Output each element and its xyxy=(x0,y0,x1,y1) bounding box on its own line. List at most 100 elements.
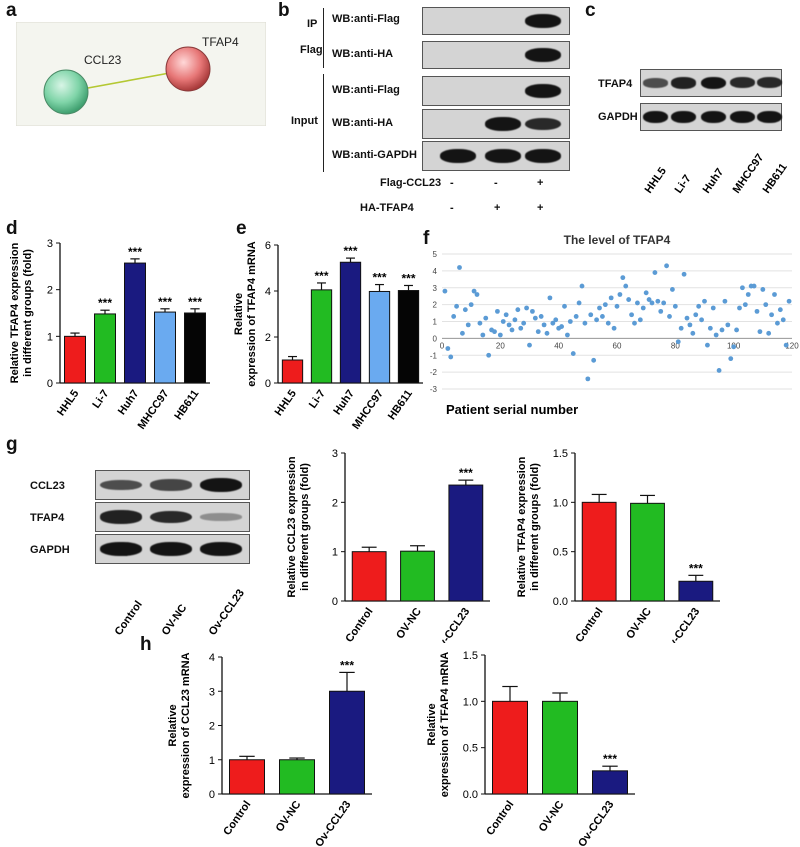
blot-g-lane: Control xyxy=(113,599,145,638)
scatter-point xyxy=(585,376,591,382)
y-axis-label: in different groups (fold) xyxy=(299,463,311,591)
y-tick-label: 3 xyxy=(47,238,53,250)
x-tick-label: Ov-CCL23 xyxy=(432,606,472,643)
blot-strip xyxy=(95,502,250,532)
y-tick-label: 0 xyxy=(47,378,53,390)
blot-band xyxy=(642,111,668,123)
scatter-point xyxy=(591,357,597,363)
y-tick-label: 3 xyxy=(209,686,215,698)
y-tick-label: 0 xyxy=(265,378,271,390)
x-tick-label: Control xyxy=(573,606,605,643)
y-tick-label: 4 xyxy=(433,267,438,276)
scatter-point xyxy=(713,332,719,338)
scatter-point xyxy=(588,312,594,318)
scatter-point xyxy=(600,314,605,319)
x-tick-label: Ov-CCL23 xyxy=(576,799,616,847)
blot-strip xyxy=(95,470,250,500)
blot-band xyxy=(440,149,476,163)
scatter-point xyxy=(699,317,704,323)
coip-row-label: WB:anti-GAPDH xyxy=(332,149,417,161)
x-tick-label: OV-NC xyxy=(537,799,567,834)
scatter-point xyxy=(448,354,454,360)
scatter-point xyxy=(579,283,585,289)
x-tick-label: Control xyxy=(221,799,253,838)
bar xyxy=(542,700,578,795)
blot-band xyxy=(756,77,782,89)
x-tick-label: Control xyxy=(343,606,375,643)
blot-c-lane-labels: HHL5 Li-7 Huh7 MHCC97 HB611 xyxy=(643,152,790,196)
blot-band xyxy=(100,479,142,491)
panel-letter-e: e xyxy=(236,218,247,239)
scatter-point xyxy=(506,322,512,328)
scatter-point xyxy=(471,288,477,294)
panel-letter-f: f xyxy=(423,228,430,249)
scatter-point xyxy=(614,303,620,309)
y-axis-label: in different groups (fold) xyxy=(22,249,34,377)
scatter-point xyxy=(462,307,468,313)
scatter-point xyxy=(751,283,757,289)
chart-d: 0 1 2 3 Relative TFAP4 expression in differen… xyxy=(9,238,210,430)
scatter-point xyxy=(457,265,462,270)
y-tick-label: 1 xyxy=(47,331,53,343)
scatter-point xyxy=(760,287,766,292)
significance-mark: *** xyxy=(340,658,354,672)
scatter-point xyxy=(608,295,614,301)
y-axis-label: Relative xyxy=(233,293,245,335)
scatter-point xyxy=(541,322,547,328)
y-tick-label: 0 xyxy=(332,596,338,608)
x-tick-label: 80 xyxy=(671,341,680,350)
scatter-point xyxy=(745,292,751,297)
bar xyxy=(124,262,146,384)
scatter-point xyxy=(570,351,576,356)
y-tick-label: 1 xyxy=(433,318,438,327)
scatter-point xyxy=(509,327,515,333)
blot-band xyxy=(150,510,192,524)
chart-g3: 0.0 0.5 1.0 1.5 Relative TFAP4 expression in … xyxy=(516,448,720,643)
scatter-point xyxy=(652,270,658,275)
scatter-point xyxy=(696,303,702,309)
scatter-point xyxy=(690,330,696,336)
scatter-point xyxy=(594,317,599,323)
scatter-point xyxy=(742,302,748,308)
scatter-point xyxy=(562,303,567,309)
y-tick-label: 1.0 xyxy=(463,696,478,708)
blot-band xyxy=(525,14,561,28)
scatter-point xyxy=(538,314,544,319)
y-axis-label: Relative TFAP4 expression xyxy=(9,242,21,383)
x-tick-label: HHL5 xyxy=(55,388,81,418)
blot-band xyxy=(642,78,668,88)
bar xyxy=(329,690,365,795)
chart-e: 0 2 4 6 Relative expression of TFAP4 mRNA HHL5… xyxy=(233,240,423,430)
blot-g-row-label: GAPDH xyxy=(30,544,70,556)
scatter-point xyxy=(786,298,792,304)
bar xyxy=(154,311,176,384)
blot-strip xyxy=(422,141,570,171)
y-axis-label: Relative xyxy=(167,704,179,746)
y-axis-label: Relative xyxy=(426,703,438,745)
x-tick-label: OV-NC xyxy=(274,799,304,834)
bar xyxy=(281,359,304,384)
significance-mark: *** xyxy=(401,271,415,285)
blot-g-lane-labels: Control OV-NC Ov-CCL23 xyxy=(113,587,247,638)
x-tick-label: 60 xyxy=(613,341,622,350)
scatter-point xyxy=(710,305,716,311)
scatter-point xyxy=(550,320,556,326)
scatter-point xyxy=(573,314,579,319)
scatter-point xyxy=(725,322,731,328)
coip-sign: + xyxy=(537,202,544,214)
significance-mark: *** xyxy=(459,466,473,480)
x-tick-label: MHCC97 xyxy=(136,388,172,430)
y-tick-label: 0 xyxy=(209,789,215,801)
y-axis-label: Relative TFAP4 expression xyxy=(516,456,528,597)
coip-flag-label: Flag xyxy=(300,44,323,56)
bar xyxy=(448,484,484,602)
scatter-point xyxy=(737,305,742,311)
blot-band xyxy=(200,478,242,492)
panel-letter-a: a xyxy=(6,0,17,21)
y-tick-label: 2 xyxy=(433,301,438,310)
bar xyxy=(94,313,116,384)
bar xyxy=(630,502,665,602)
y-tick-label: 3 xyxy=(433,284,438,293)
x-tick-label: Huh7 xyxy=(116,388,142,417)
bar xyxy=(397,290,420,384)
